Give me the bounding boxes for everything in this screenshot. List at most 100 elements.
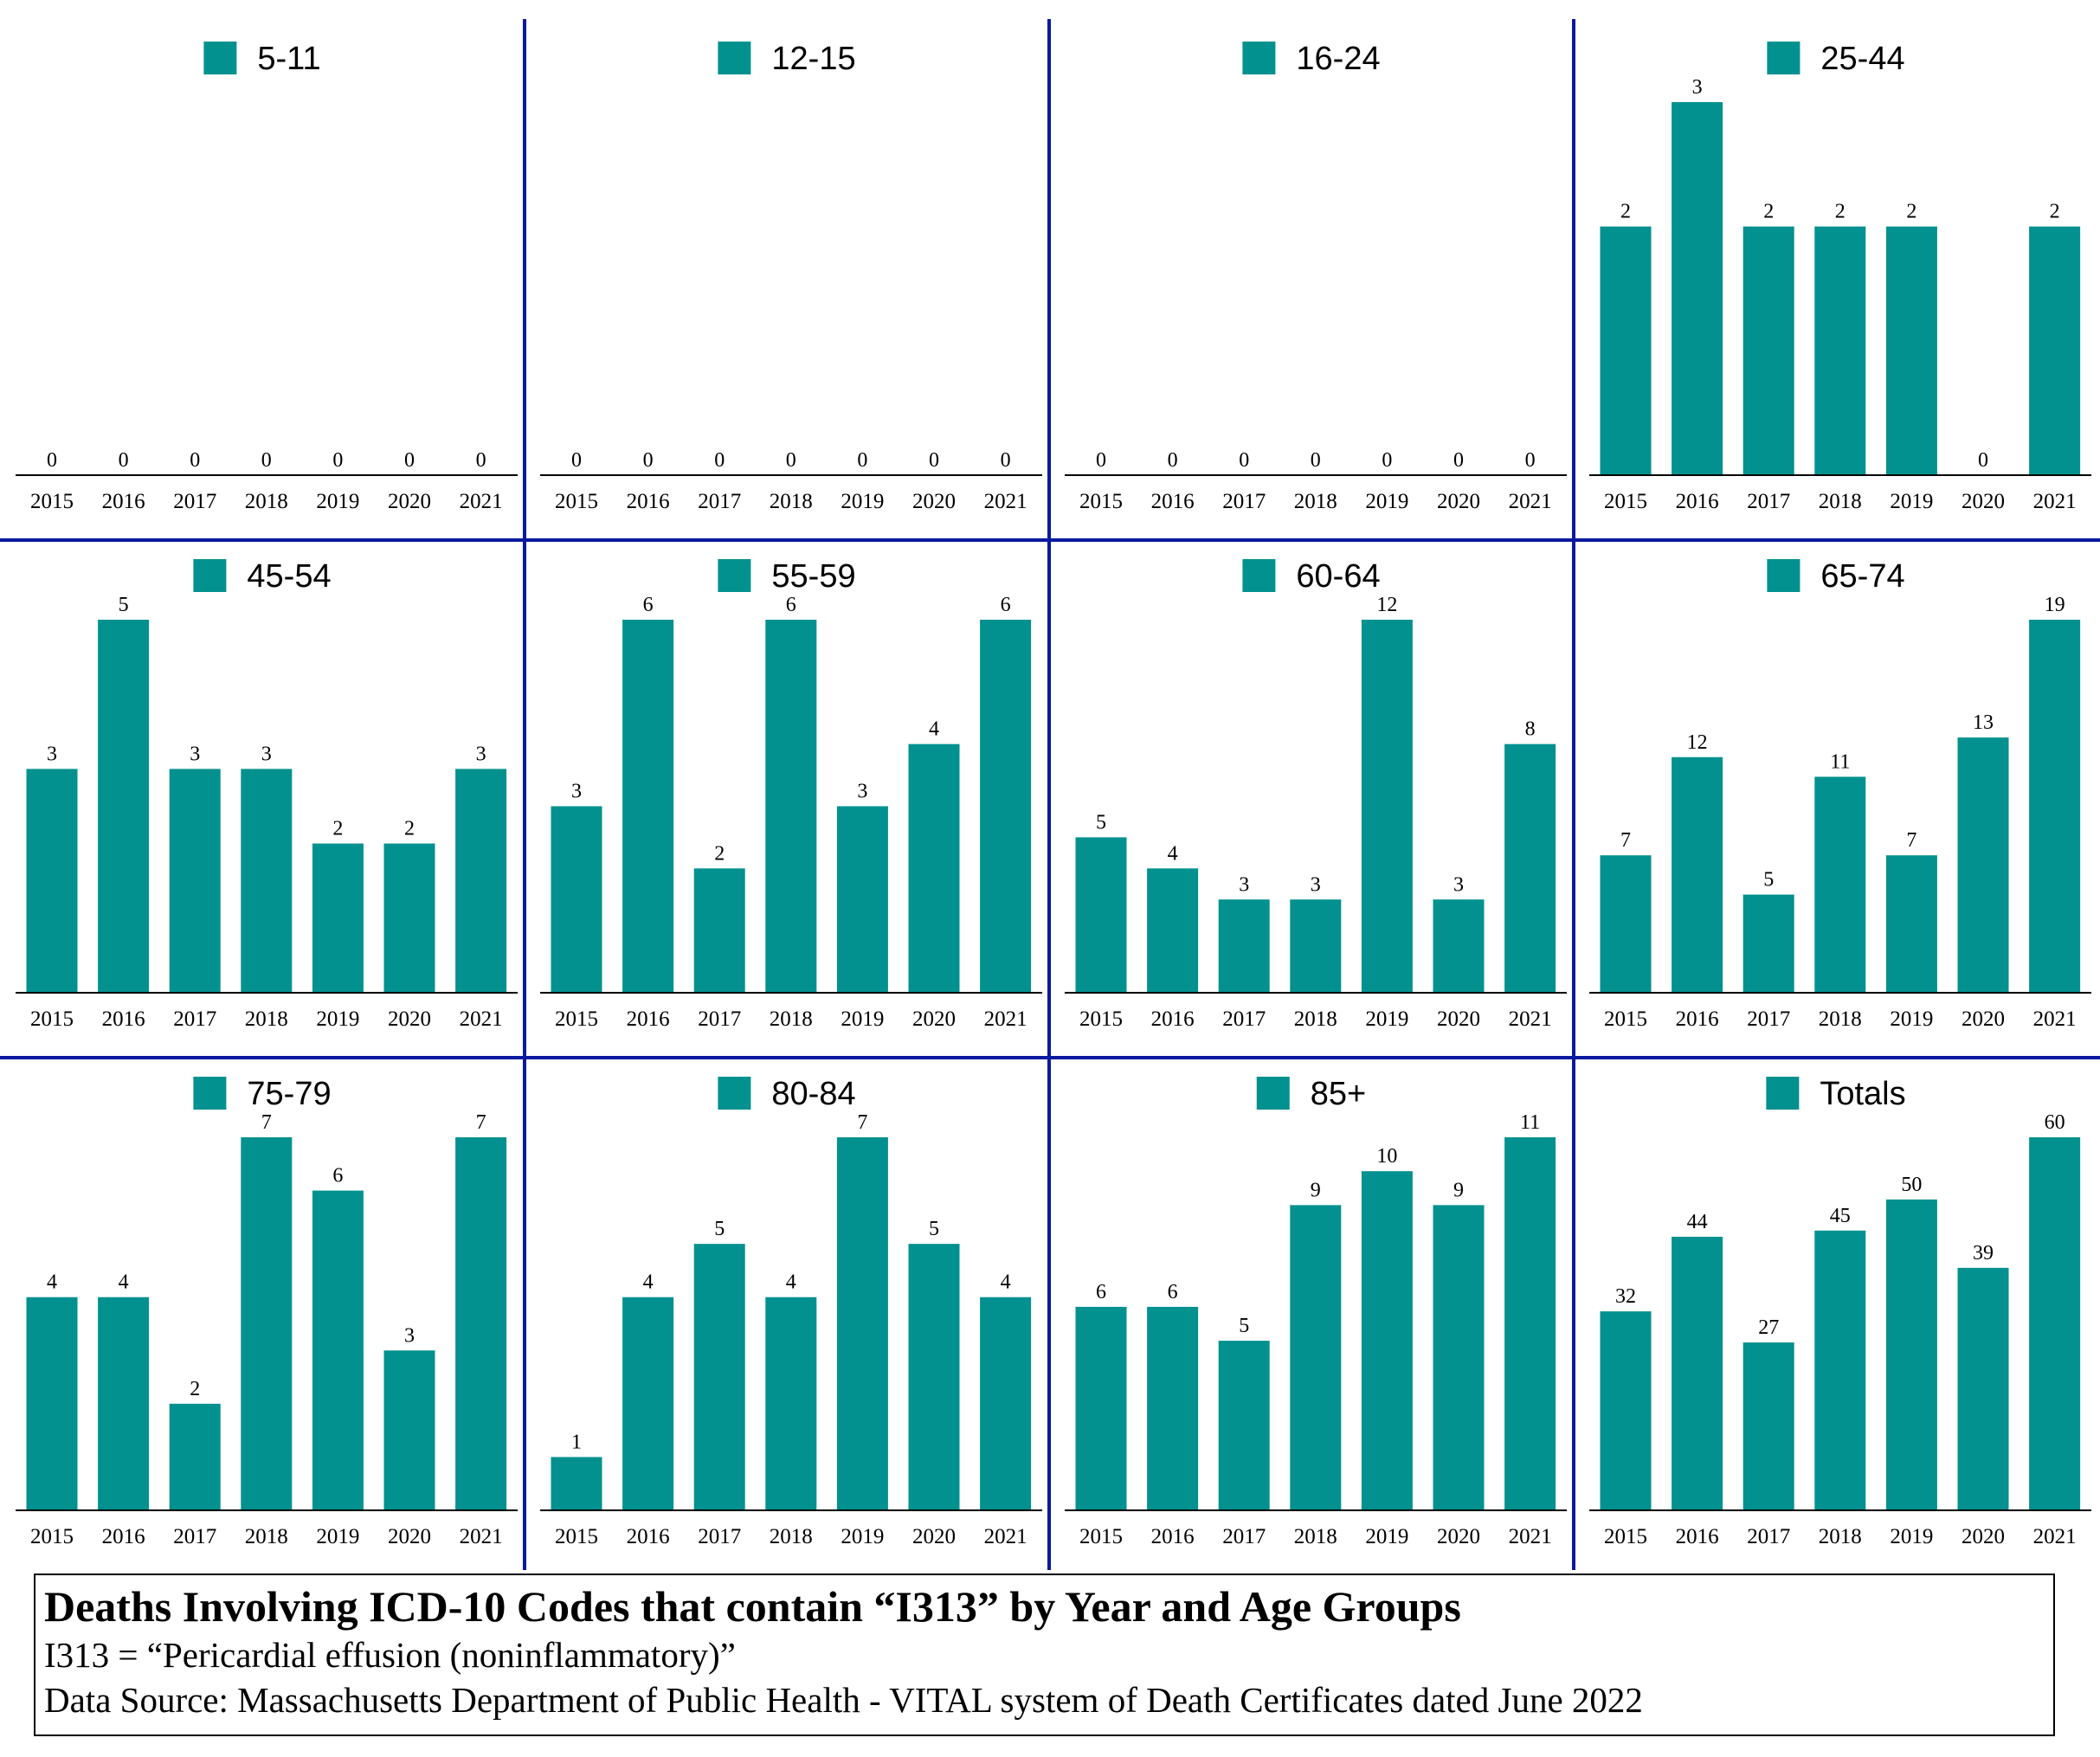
x-tick-label: 2018 [770, 490, 813, 513]
legend-label: 80-84 [771, 1076, 855, 1112]
x-tick-label: 2021 [460, 1007, 503, 1031]
x-tick-label: 2015 [1604, 490, 1647, 513]
bar [551, 1457, 602, 1510]
x-tick-label: 2019 [316, 1525, 359, 1548]
data-label: 45 [1830, 1205, 1851, 1227]
chart-subtitle: I313 = “Pericardial effusion (noninflamm… [44, 1635, 736, 1675]
x-tick-label: 2016 [102, 490, 145, 513]
bar [765, 1297, 817, 1510]
x-tick-label: 2015 [555, 490, 598, 513]
data-label: 4 [786, 1271, 796, 1294]
x-tick-label: 2018 [1819, 1525, 1862, 1548]
legend-label: 5-11 [257, 41, 320, 77]
x-tick-label: 2017 [173, 1525, 216, 1548]
x-tick-label: 2017 [1747, 1007, 1790, 1031]
data-label: 4 [47, 1271, 57, 1294]
data-label: 0 [786, 449, 796, 472]
bar [1218, 899, 1270, 993]
data-label: 32 [1615, 1285, 1636, 1308]
bar [1742, 226, 1794, 475]
bar [1290, 899, 1342, 993]
data-label: 5 [1763, 869, 1774, 891]
x-tick-label: 2016 [102, 1525, 145, 1548]
bar [1814, 1230, 1866, 1510]
legend-swatch [193, 559, 227, 592]
x-tick-label: 2020 [388, 1007, 431, 1031]
x-tick-label: 2018 [245, 1525, 288, 1548]
data-label: 7 [1620, 829, 1631, 852]
bar [1361, 620, 1413, 993]
data-label: 1 [571, 1431, 582, 1453]
data-label: 6 [1001, 594, 1011, 616]
data-label: 0 [571, 449, 582, 472]
legend-swatch [1767, 42, 1800, 74]
x-tick-label: 2015 [555, 1007, 598, 1031]
data-label: 7 [261, 1111, 272, 1134]
x-tick-label: 2016 [1676, 1525, 1719, 1548]
bar [241, 1137, 293, 1510]
x-tick-label: 2021 [2033, 1007, 2077, 1031]
data-label: 3 [1692, 76, 1703, 99]
bar [1600, 855, 1652, 993]
x-tick-label: 2018 [1294, 1007, 1337, 1031]
data-label: 19 [2045, 594, 2065, 616]
data-label: 6 [332, 1165, 343, 1187]
x-tick-label: 2016 [627, 1525, 670, 1548]
x-tick-label: 2016 [1151, 1525, 1195, 1548]
bar [1290, 1205, 1342, 1510]
x-tick-label: 2017 [698, 490, 741, 513]
bar [765, 620, 817, 993]
bar [169, 1403, 221, 1510]
bar [1361, 1171, 1413, 1510]
data-label: 0 [47, 449, 57, 472]
data-label: 0 [404, 449, 415, 472]
data-source: Data Source: Massachusetts Department of… [44, 1680, 1643, 1720]
x-tick-label: 2015 [1079, 490, 1123, 513]
data-label: 2 [714, 842, 725, 865]
x-tick-label: 2018 [770, 1525, 813, 1548]
legend-label: 12-15 [771, 41, 855, 77]
data-label: 11 [1520, 1111, 1540, 1134]
bar [1600, 226, 1652, 475]
data-label: 3 [404, 1324, 415, 1347]
data-label: 3 [190, 743, 200, 765]
data-label: 4 [119, 1271, 129, 1294]
data-label: 0 [1978, 449, 1988, 472]
data-label: 8 [1525, 718, 1536, 741]
x-tick-label: 2020 [388, 1525, 431, 1548]
x-tick-label: 2015 [1604, 1525, 1647, 1548]
data-label: 11 [1830, 750, 1850, 773]
x-tick-label: 2020 [1962, 490, 2005, 513]
x-tick-label: 2015 [1604, 1007, 1647, 1031]
data-label: 12 [1687, 731, 1708, 754]
x-tick-label: 2019 [316, 1007, 359, 1031]
x-tick-label: 2020 [388, 490, 431, 513]
x-tick-label: 2021 [1509, 490, 1552, 513]
bar [1672, 756, 1723, 993]
x-tick-label: 2018 [245, 1007, 288, 1031]
bar [1885, 855, 1937, 993]
x-tick-label: 2017 [698, 1525, 741, 1548]
data-label: 2 [1835, 201, 1846, 223]
x-tick-label: 2021 [984, 1007, 1027, 1031]
x-tick-label: 2021 [2033, 1525, 2077, 1548]
bar [1433, 899, 1485, 993]
legend-label: 55-59 [771, 558, 855, 595]
data-label: 5 [714, 1218, 725, 1240]
x-tick-label: 2016 [102, 1007, 145, 1031]
bar [1218, 1341, 1270, 1510]
bar [836, 1137, 888, 1510]
x-tick-label: 2017 [173, 490, 216, 513]
data-label: 0 [1168, 449, 1178, 472]
data-label: 0 [261, 449, 272, 472]
data-label: 0 [332, 449, 343, 472]
legend-label: 65-74 [1820, 558, 1904, 595]
x-tick-label: 2016 [1151, 490, 1195, 513]
bar [1957, 737, 2009, 993]
bar [1885, 226, 1937, 475]
bar [693, 1244, 745, 1510]
data-label: 6 [1168, 1281, 1178, 1303]
data-label: 60 [2045, 1111, 2065, 1134]
data-label: 6 [1096, 1281, 1106, 1303]
